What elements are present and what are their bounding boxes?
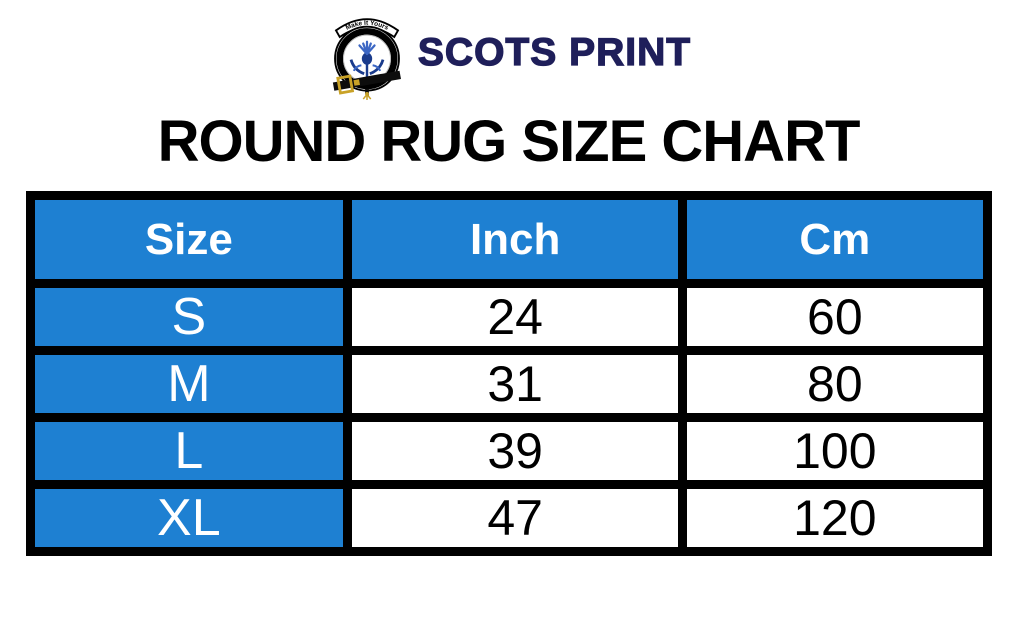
table-row: M 31 80 xyxy=(25,346,992,422)
cm-value: 120 xyxy=(678,480,992,556)
column-header-inch: Inch xyxy=(343,191,688,288)
belt-buckle-icon xyxy=(332,70,401,95)
page-title: ROUND RUG SIZE CHART xyxy=(157,109,861,174)
logo: Make It Yours SCOTS PRINT xyxy=(0,0,1017,100)
table-row: L 39 100 xyxy=(25,413,992,489)
thistle-crest-badge-icon: Make It Yours xyxy=(332,18,401,100)
column-header-cm: Cm xyxy=(678,191,992,288)
inch-value: 31 xyxy=(343,346,688,422)
size-label: S xyxy=(25,279,353,355)
inch-value: 24 xyxy=(343,279,688,355)
cm-value: 100 xyxy=(678,413,992,489)
inch-value: 47 xyxy=(343,480,688,556)
brand-wordmark: SCOTS PRINT xyxy=(417,30,692,74)
cm-value: 80 xyxy=(678,346,992,422)
cm-value: 60 xyxy=(678,279,992,355)
size-label: L xyxy=(25,413,353,489)
thistle-icon xyxy=(349,40,385,78)
size-label: M xyxy=(25,346,353,422)
column-header-size: Size xyxy=(25,191,353,288)
table-row: XL 47 120 xyxy=(25,480,992,556)
header-row: Size Inch Cm xyxy=(25,191,992,288)
inch-value: 39 xyxy=(343,413,688,489)
size-label: XL xyxy=(25,480,353,556)
size-chart-table: Size Inch Cm S 24 60 M 31 80 L 39 100 XL… xyxy=(25,191,992,556)
table-row: S 24 60 xyxy=(25,279,992,355)
